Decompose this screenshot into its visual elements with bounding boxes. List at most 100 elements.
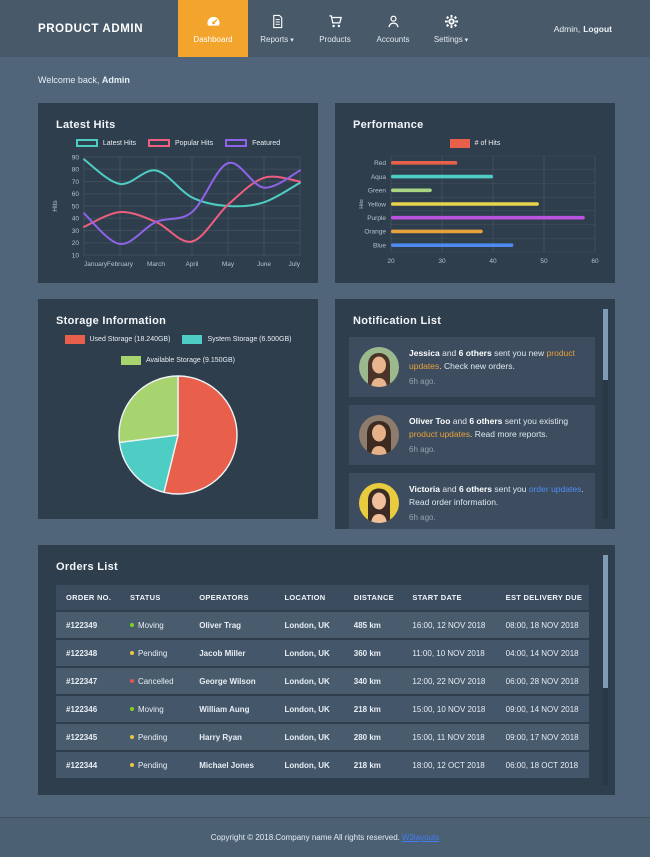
svg-text:Orange: Orange xyxy=(364,229,386,236)
panel-title: Notification List xyxy=(353,315,442,327)
status-dot xyxy=(129,679,134,683)
status-dot xyxy=(129,707,134,711)
notification-link[interactable]: product updates xyxy=(409,348,575,372)
gear-icon xyxy=(444,14,458,28)
status-label: Pending xyxy=(137,760,168,770)
panel-title: Performance xyxy=(353,119,424,131)
table-row[interactable]: #122345 Pending Harry Ryan London, UK 28… xyxy=(56,724,589,750)
bar-chart-legend: # of Hits xyxy=(341,139,609,148)
legend-item[interactable]: Latest Hits xyxy=(75,139,136,147)
svg-text:60: 60 xyxy=(72,191,80,198)
svg-text:50: 50 xyxy=(540,258,548,265)
status-dot xyxy=(129,763,134,767)
avatar xyxy=(359,415,399,455)
nav-label: Accounts xyxy=(376,34,410,44)
cart-icon xyxy=(328,14,342,27)
nav-item-reports[interactable]: Reports xyxy=(248,0,306,57)
pie-chart xyxy=(118,375,238,495)
svg-text:40: 40 xyxy=(489,258,497,265)
notification-item[interactable]: Victoria and 6 others sent you order upd… xyxy=(349,473,595,529)
brand-title: PRODUCT ADMIN xyxy=(38,22,144,35)
status-dot xyxy=(129,735,134,739)
notification-text: Jessica and 6 others sent you new produc… xyxy=(409,348,575,372)
notification-item[interactable]: Oliver Too and 6 others sent you existin… xyxy=(349,405,595,465)
svg-text:April: April xyxy=(185,261,199,268)
latest-hits-panel: Latest Hits Latest Hits Popular Hits Fea… xyxy=(38,103,318,283)
orders-table: ORDER NO. STATUS OPERATORS LOCATION DIST… xyxy=(56,585,589,778)
welcome-user: Admin xyxy=(101,75,130,85)
svg-text:Hits: Hits xyxy=(52,200,59,212)
legend-item[interactable]: # of Hits xyxy=(449,139,500,148)
table-row[interactable]: #122348 Pending Jacob Miller London, UK … xyxy=(56,640,589,666)
nav-label: Settings xyxy=(434,35,468,44)
nav-item-settings[interactable]: Settings xyxy=(422,0,480,57)
status-label: Pending xyxy=(137,732,168,742)
legend-swatch xyxy=(75,139,98,147)
status-label: Pending xyxy=(137,648,168,658)
legend-item[interactable]: Featured xyxy=(225,139,280,147)
svg-text:Aqua: Aqua xyxy=(371,174,387,181)
status-label: Moving xyxy=(137,704,164,714)
notification-scrollbar xyxy=(603,309,608,519)
notification-time: 6h ago. xyxy=(409,513,436,523)
logout-link[interactable]: Logout xyxy=(583,23,612,34)
table-row[interactable]: #122344 Pending Michael Jones London, UK… xyxy=(56,752,589,778)
nav-item-products[interactable]: Products xyxy=(306,0,364,57)
copyright-text: Copyright © 2018.Company name All rights… xyxy=(210,833,400,842)
svg-text:March: March xyxy=(147,261,165,268)
legend-item[interactable]: System Storage (6.500GB) xyxy=(182,335,291,344)
legend-item[interactable]: Available Storage (9.150GB) xyxy=(121,356,235,365)
svg-text:50: 50 xyxy=(72,203,80,210)
svg-text:Green: Green xyxy=(368,188,386,195)
nav-label: Products xyxy=(319,34,351,44)
legend-swatch xyxy=(182,335,203,344)
notification-text: Oliver Too and 6 others sent you existin… xyxy=(409,416,569,440)
table-row[interactable]: #122346 Moving William Aung London, UK 2… xyxy=(56,696,589,722)
footer-link[interactable]: W3layouts xyxy=(401,833,440,842)
notification-time: 6h ago. xyxy=(409,377,436,387)
svg-text:90: 90 xyxy=(72,154,80,161)
legend-item[interactable]: Popular Hits xyxy=(147,139,213,147)
navbar: PRODUCT ADMIN Dashboard Reports xyxy=(0,0,650,57)
panel-title: Orders List xyxy=(56,561,118,573)
footer: Copyright © 2018.Company name All rights… xyxy=(0,817,650,857)
svg-text:May: May xyxy=(222,261,235,268)
svg-text:60: 60 xyxy=(591,258,599,265)
bar-chart: 20 30 40 50 60 Red Aqua Green Yellow Purple Orange… xyxy=(359,155,599,265)
line-chart: 10 20 30 40 50 60 70 80 90 January February March Ap… xyxy=(52,154,301,268)
report-file-icon xyxy=(272,14,282,28)
avatar xyxy=(359,483,399,523)
avatar xyxy=(359,347,399,387)
pie-chart-legend: Used Storage (18.240GB) System Storage (… xyxy=(44,335,312,365)
legend-item[interactable]: Used Storage (18.240GB) xyxy=(64,335,170,344)
line-chart-legend: Latest Hits Popular Hits Featured xyxy=(44,139,312,147)
nav-item-accounts[interactable]: Accounts xyxy=(364,0,422,57)
svg-text:February: February xyxy=(107,261,134,268)
status-dot xyxy=(129,651,134,655)
svg-text:10: 10 xyxy=(72,252,80,259)
scrollbar-thumb[interactable] xyxy=(603,309,608,381)
notification-link[interactable]: order updates xyxy=(528,484,582,494)
speedometer-icon xyxy=(206,16,220,26)
nav-label: Reports xyxy=(260,35,293,44)
notification-item[interactable]: Jessica and 6 others sent you new produc… xyxy=(349,337,595,397)
legend-swatch xyxy=(121,356,141,365)
admin-name: Admin, xyxy=(553,23,581,34)
nav-item-dashboard[interactable]: Dashboard xyxy=(178,0,248,57)
panel-title: Latest Hits xyxy=(56,119,116,131)
scrollbar-thumb[interactable] xyxy=(603,555,608,689)
svg-text:70: 70 xyxy=(72,179,80,186)
table-row[interactable]: #122347 Cancelled George Wilson London, … xyxy=(56,668,589,694)
svg-text:Red: Red xyxy=(374,160,386,167)
person-icon xyxy=(387,15,399,27)
performance-panel: Performance # of Hits 20 30 40 50 60 Red Aqua G… xyxy=(335,103,615,283)
table-row[interactable]: #122349 Moving Oliver Trag London, UK 48… xyxy=(56,612,589,638)
svg-text:40: 40 xyxy=(72,216,80,223)
svg-text:June: June xyxy=(257,261,271,268)
notification-panel: Notification List Jessica and 6 others s… xyxy=(335,299,615,529)
svg-text:80: 80 xyxy=(72,167,80,174)
svg-text:January: January xyxy=(84,261,108,268)
legend-swatch xyxy=(147,139,170,147)
welcome-message: Welcome back, Admin xyxy=(38,75,130,85)
notification-link[interactable]: product updates xyxy=(409,429,470,440)
